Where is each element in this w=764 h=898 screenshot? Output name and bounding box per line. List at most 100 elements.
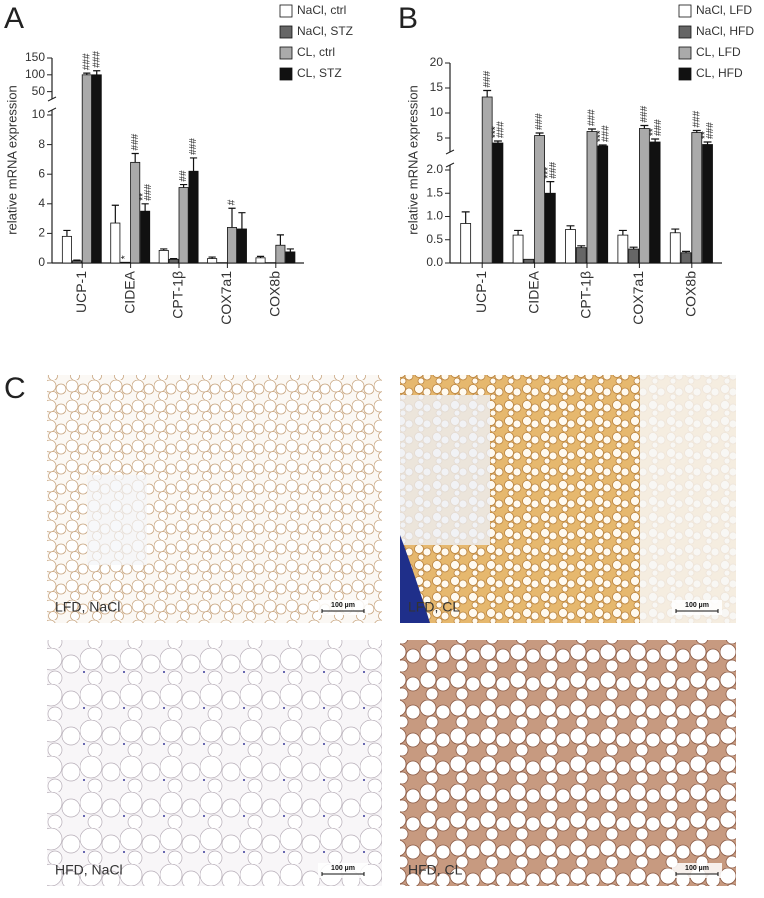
bar <box>82 75 91 263</box>
y-tick-label: 0.5 <box>426 232 443 246</box>
significance-mark: * <box>120 255 131 259</box>
image-caption: HFD, NaCl <box>55 862 123 878</box>
x-tick-label: COX7a1 <box>630 271 646 325</box>
bar <box>62 236 71 263</box>
error-bar <box>514 230 522 235</box>
x-tick-label: UCP-1 <box>473 271 489 313</box>
significance-mark: ### <box>482 70 493 87</box>
error-bar <box>566 226 574 230</box>
error-bar <box>651 139 659 142</box>
error-bar <box>640 126 648 129</box>
bar <box>650 142 660 263</box>
error-bar <box>142 204 149 211</box>
x-tick-label: COX8b <box>267 271 283 317</box>
micrograph <box>400 640 736 886</box>
x-tick-label: CPT-1β <box>578 271 594 319</box>
legend-label: NaCl, STZ <box>297 24 353 38</box>
significance-mark: ### <box>548 162 559 179</box>
error-bar <box>546 182 554 194</box>
significance-mark: ### <box>188 138 199 155</box>
bar <box>121 262 130 263</box>
legend-swatch <box>679 5 691 17</box>
significance-mark: ### <box>705 122 716 139</box>
x-tick-label: CPT-1β <box>170 271 186 319</box>
legend-label: CL, LFD <box>696 45 741 59</box>
bar <box>493 143 503 263</box>
y-tick-label: 15 <box>430 80 444 94</box>
error-bar <box>63 230 70 236</box>
error-bar <box>287 249 294 252</box>
bar <box>587 132 597 264</box>
y-tick-label: 2 <box>38 226 45 240</box>
bar <box>703 145 713 264</box>
y-tick-label: 10 <box>430 105 444 119</box>
bar <box>72 261 81 263</box>
legend-label: CL, ctrl <box>297 45 335 59</box>
significance-mark: ### <box>639 105 650 122</box>
legend-swatch <box>280 26 292 38</box>
error-bar <box>483 91 491 98</box>
error-bar <box>190 158 197 171</box>
y-tick-label: 10 <box>32 107 46 121</box>
y-tick-label: 20 <box>430 55 444 69</box>
legend-label: NaCl, ctrl <box>297 3 346 17</box>
bar <box>286 252 295 263</box>
scale-label: 100 µm <box>685 865 709 872</box>
y-tick-label: 1.0 <box>426 209 443 223</box>
significance-mark: ### <box>130 133 141 150</box>
legend-swatch <box>280 68 292 80</box>
scale-label: 100 µm <box>331 602 355 609</box>
bar <box>179 188 188 263</box>
error-bar <box>238 213 245 229</box>
bar <box>208 259 217 263</box>
y-tick-label: 2.0 <box>426 162 443 176</box>
significance-mark: ### <box>587 109 598 126</box>
bar <box>513 235 523 263</box>
legend-label: CL, HFD <box>696 66 743 80</box>
legend-label: NaCl, LFD <box>696 3 752 17</box>
y-axis-label: relative mRNA expression <box>4 85 19 235</box>
bar <box>237 229 246 263</box>
error-bar <box>619 230 627 235</box>
bar <box>545 193 555 263</box>
y-tick-label: 4 <box>38 196 45 210</box>
y-tick-label: 50 <box>32 84 46 98</box>
y-tick-label: 8 <box>38 137 45 151</box>
legend-label: CL, STZ <box>297 66 342 80</box>
x-tick-label: CIDEA <box>121 270 137 313</box>
bar <box>681 253 691 263</box>
significance-mark: ### <box>143 184 154 201</box>
y-axis-label: relative mRNA expression <box>405 85 420 235</box>
micrograph-background <box>87 475 147 565</box>
x-tick-label: CIDEA <box>525 270 541 313</box>
error-bar <box>671 229 679 233</box>
error-bar <box>277 235 284 245</box>
bar <box>141 211 150 263</box>
significance-mark: # <box>227 199 238 205</box>
bar <box>618 235 628 263</box>
error-bar <box>180 185 187 188</box>
bar <box>227 227 236 263</box>
y-tick-label: 6 <box>38 166 45 180</box>
legend-swatch <box>679 47 691 59</box>
significance-mark: ## <box>178 170 189 182</box>
legend-swatch <box>280 5 292 17</box>
significance-mark: ### <box>91 51 102 68</box>
error-bar <box>93 71 100 75</box>
legend-label: NaCl, HFD <box>696 24 754 38</box>
bar <box>535 136 545 264</box>
bar <box>159 250 168 263</box>
scale-label: 100 µm <box>331 865 355 872</box>
bar <box>189 171 198 263</box>
bar <box>565 230 575 263</box>
bar <box>639 129 649 264</box>
bar <box>692 133 702 264</box>
micrograph-background <box>640 375 736 623</box>
y-tick-label: 5 <box>436 130 443 144</box>
error-bar <box>228 208 235 227</box>
bar <box>482 97 492 263</box>
panel-letter: B <box>398 2 418 35</box>
bar <box>111 223 120 263</box>
image-caption: LFD, NaCl <box>55 599 120 615</box>
significance-mark: ### <box>534 113 545 130</box>
